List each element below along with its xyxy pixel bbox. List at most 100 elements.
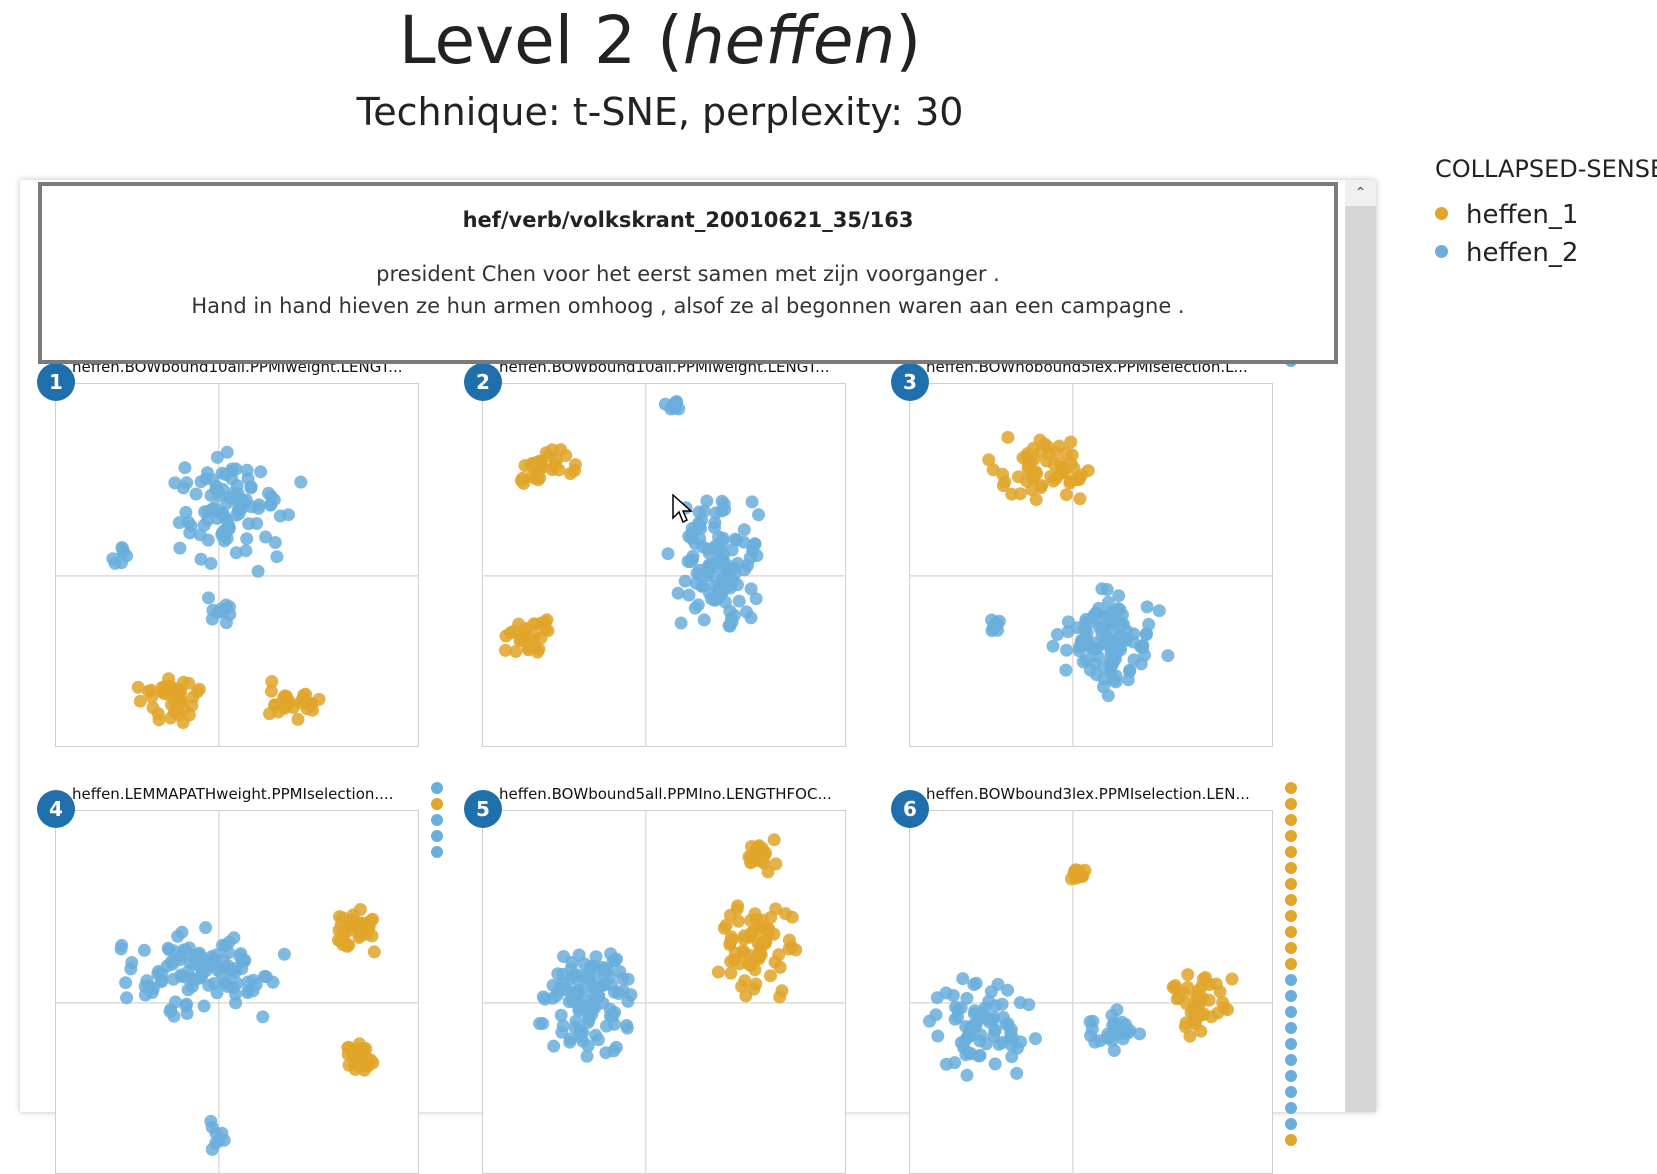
token-point[interactable] [689,576,703,590]
token-point[interactable] [192,948,206,962]
token-point[interactable] [989,999,1003,1013]
token-point[interactable] [1010,1066,1024,1080]
token-point[interactable] [616,984,630,998]
token-point[interactable] [585,987,599,1001]
token-point[interactable] [744,851,758,865]
plot-number-badge[interactable]: 4 [37,790,75,828]
plot-model-label[interactable]: heffen.LEMMAPATHweight.PPMIselection.... [72,785,394,803]
token-point[interactable] [514,474,528,488]
token-point[interactable] [145,986,159,999]
side-point[interactable] [431,782,443,794]
token-point[interactable] [716,584,730,598]
side-point[interactable] [1285,1134,1297,1146]
token-point[interactable] [173,541,187,555]
token-point[interactable] [693,531,707,545]
side-point[interactable] [1285,782,1297,794]
token-point[interactable] [704,558,718,571]
token-point[interactable] [596,978,610,992]
side-point[interactable] [1285,1070,1297,1082]
token-point[interactable] [199,964,213,977]
token-point[interactable] [556,976,570,990]
token-point[interactable] [507,624,521,638]
token-point[interactable] [579,970,593,984]
token-point[interactable] [987,1029,1001,1043]
token-point[interactable] [1073,492,1087,506]
token-point[interactable] [336,938,350,952]
token-point[interactable] [674,616,688,630]
side-point[interactable] [1285,1022,1297,1034]
side-point[interactable] [431,814,443,826]
token-point[interactable] [189,487,203,501]
side-point[interactable] [1285,862,1297,874]
token-point[interactable] [227,931,241,945]
token-point[interactable] [563,467,577,480]
token-point[interactable] [240,532,254,546]
token-point[interactable] [1090,668,1104,682]
token-point[interactable] [951,1010,965,1024]
token-point[interactable] [667,397,681,411]
token-point[interactable] [939,1057,953,1071]
token-point[interactable] [547,1039,561,1053]
plot-cell-2[interactable] [482,383,846,747]
token-point[interactable] [256,1010,270,1024]
token-point[interactable] [218,939,232,953]
token-point[interactable] [946,989,960,1002]
token-point[interactable] [1029,493,1043,507]
token-point[interactable] [1127,653,1141,667]
token-point[interactable] [509,645,523,658]
token-point[interactable] [241,975,255,989]
token-point[interactable] [1142,617,1156,631]
token-point[interactable] [661,547,675,561]
token-point[interactable] [114,942,128,956]
plot-cell-1[interactable] [55,383,419,747]
token-point[interactable] [1186,1002,1200,1016]
token-point[interactable] [282,508,295,522]
plot-cell-5[interactable] [482,810,846,1174]
token-point[interactable] [1091,649,1105,663]
token-point[interactable] [303,698,317,712]
token-point[interactable] [599,1046,613,1060]
side-point[interactable] [1285,926,1297,938]
token-point[interactable] [1183,1029,1197,1043]
token-point[interactable] [671,586,685,600]
token-point[interactable] [761,865,775,879]
token-point[interactable] [513,634,527,648]
token-point[interactable] [570,994,584,1008]
token-point[interactable] [785,910,799,924]
token-point[interactable] [353,903,367,916]
token-point[interactable] [182,676,196,690]
token-point[interactable] [252,501,266,515]
token-point[interactable] [1029,465,1043,479]
token-point[interactable] [748,537,762,551]
token-point[interactable] [137,943,151,957]
token-point[interactable] [745,495,759,509]
plot-number-badge[interactable]: 6 [891,790,929,828]
token-point[interactable] [686,549,700,563]
plot-number-badge[interactable]: 2 [464,363,502,401]
token-point[interactable] [745,925,759,939]
token-point[interactable] [258,969,272,983]
token-point[interactable] [744,959,758,972]
token-point[interactable] [115,541,129,554]
token-point[interactable] [752,839,766,853]
plot-cell-3[interactable] [909,383,1273,747]
token-point[interactable] [1099,631,1113,645]
token-point[interactable] [551,967,565,981]
token-point[interactable] [930,991,944,1005]
token-point[interactable] [1195,991,1209,1005]
token-point[interactable] [1101,595,1115,609]
token-point[interactable] [744,582,758,596]
token-point[interactable] [201,533,215,547]
token-point[interactable] [554,443,568,457]
token-point[interactable] [1013,487,1027,501]
token-point[interactable] [282,695,296,709]
token-point[interactable] [782,933,796,947]
plot-number-badge[interactable]: 3 [891,363,929,401]
token-point[interactable] [1001,430,1015,444]
token-point[interactable] [982,1015,996,1029]
plot-cell-4[interactable] [55,810,419,1174]
token-point[interactable] [1047,457,1061,471]
token-point[interactable] [1034,444,1048,458]
token-point[interactable] [1044,469,1058,483]
token-point[interactable] [775,984,789,998]
